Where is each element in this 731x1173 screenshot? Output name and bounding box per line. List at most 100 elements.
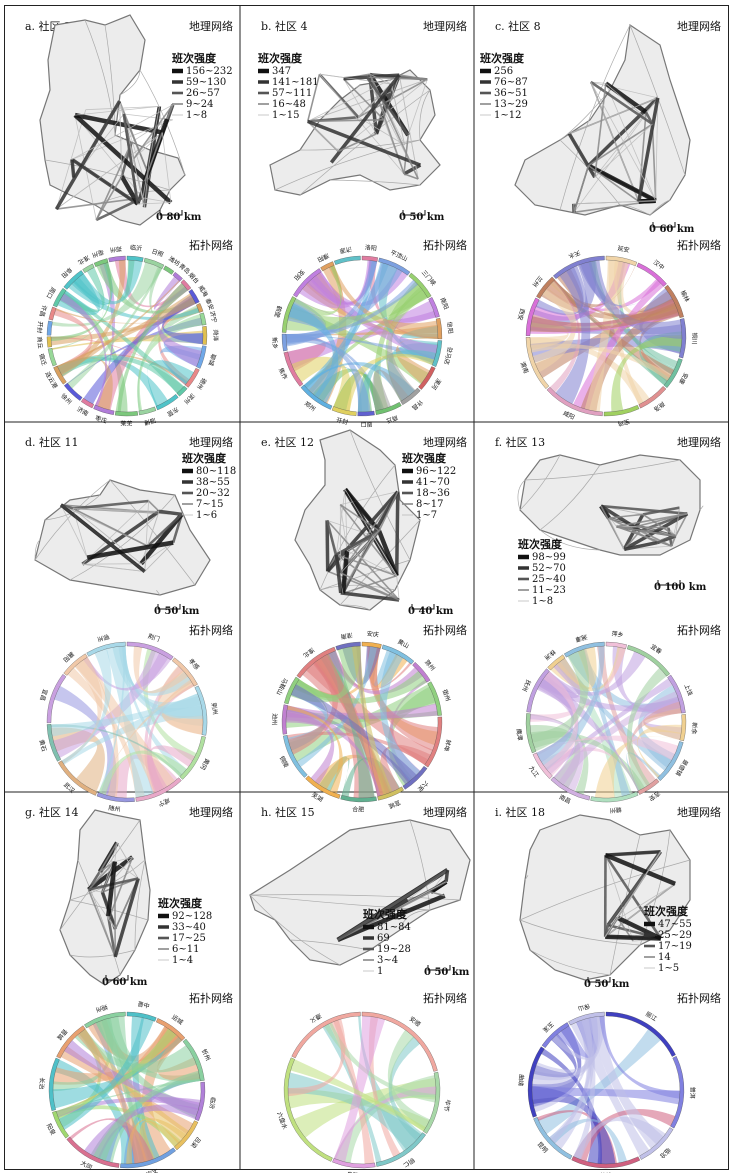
geo-edge: [605, 849, 661, 857]
chord-label: 咸阳: [562, 409, 576, 421]
chord-arc: [126, 641, 174, 661]
chord-ribbon: [289, 645, 361, 703]
geo-edge: [340, 491, 398, 505]
chord-arc: [126, 255, 144, 262]
chord-label: 宜昌: [38, 688, 49, 702]
chord-arc: [424, 716, 443, 768]
chord-ribbon: [60, 656, 103, 765]
geo-edge: [623, 530, 642, 550]
chord-ribbon: [572, 1116, 667, 1161]
chord-label: 咸宁: [157, 796, 171, 808]
geo-edge: [133, 132, 163, 159]
district-boundary: [329, 179, 421, 186]
chord-label: 曲靖: [516, 1074, 525, 1087]
geo-edge: [72, 508, 142, 565]
chord-arc: [375, 401, 402, 415]
chord-ribbon: [296, 645, 378, 768]
chord-arc: [156, 1018, 186, 1041]
geo-edge: [358, 83, 392, 118]
chord-arc: [46, 674, 67, 724]
legend-label: 25~40: [532, 574, 566, 585]
chord-arc: [657, 741, 684, 782]
chord-arc: [194, 685, 208, 736]
chord-ribbon: [51, 1036, 183, 1109]
legend-label: 80~118: [196, 466, 236, 477]
panel-label: i. 社区 18: [495, 805, 545, 819]
legend-label: 1~8: [186, 110, 207, 121]
geo-edge: [605, 83, 657, 201]
legend-label: 19~28: [377, 944, 411, 955]
district-boundary: [299, 139, 421, 151]
chord-ribbon: [531, 1015, 605, 1081]
chord-arc: [108, 255, 126, 263]
geo-network-title: 地理网络: [189, 19, 233, 33]
chord-label: 新乡: [270, 337, 279, 350]
legend-label: 18~36: [416, 488, 450, 499]
chord-ribbon: [611, 335, 684, 413]
chord-label: 商洛: [652, 400, 666, 414]
chord-label: 吉安: [647, 789, 661, 802]
topo-network-title: 拓扑网络: [189, 238, 233, 252]
chord-arc: [546, 386, 603, 417]
geo-network-title: 地理网络: [423, 805, 467, 819]
legend-label: 69: [377, 933, 390, 944]
chord-arc: [84, 1011, 126, 1029]
chord-arc: [637, 778, 660, 795]
geo-edge: [142, 197, 171, 203]
chord-label: 洛阳: [364, 243, 377, 252]
geo-edge: [340, 530, 380, 574]
district-boundary: [34, 539, 41, 561]
chord-ribbon: [285, 705, 381, 798]
geo-edge: [139, 512, 184, 566]
chord-label: 毕节: [442, 1099, 452, 1112]
chord-ribbon: [322, 1022, 382, 1164]
chord-arc: [340, 795, 377, 803]
legend-label: 9~24: [186, 99, 213, 110]
scale-bar: [652, 222, 676, 228]
district-boundary: [524, 875, 529, 881]
legend-label: 17~25: [172, 933, 206, 944]
scale-bar: [159, 210, 183, 216]
chord-label: 晋中: [137, 1000, 150, 1010]
chord-arc: [281, 704, 288, 735]
chord-arc: [334, 255, 361, 265]
geo-edge: [339, 503, 380, 532]
geo-edge: [394, 491, 400, 576]
chord-ribbon: [115, 282, 189, 413]
chord-arc: [56, 1025, 86, 1059]
chord-arc: [639, 1127, 674, 1160]
chord-label: 日照: [151, 248, 165, 259]
chord-arc: [63, 382, 83, 401]
chord-label: 池州: [270, 713, 278, 725]
panel-a: a. 社区 3 地理网络班次强度156~23259~13026~579~241~8…: [25, 14, 233, 428]
chord-ribbon: [92, 1070, 202, 1162]
chord-arc: [179, 736, 206, 780]
chord-arc: [432, 340, 443, 367]
chord-arc: [174, 1120, 199, 1151]
chord-label: 开封: [35, 321, 44, 334]
chord-arc: [638, 386, 667, 409]
legend-title: 班次强度: [363, 907, 408, 921]
chord-arc: [408, 272, 432, 299]
chord-arc: [188, 289, 200, 304]
geo-edge: [95, 141, 133, 221]
geo-edge: [82, 563, 145, 572]
chord-arc: [114, 410, 139, 417]
chord-ribbon: [312, 652, 390, 798]
chord-ribbon: [76, 1028, 148, 1165]
district-boundary: [539, 529, 601, 551]
topo-network-title: 拓扑网络: [423, 238, 467, 252]
chord-label: 濮阳: [316, 251, 330, 263]
chord-arc: [418, 366, 436, 390]
geo-edge: [122, 113, 139, 205]
chord-arc: [636, 262, 667, 287]
geo-edge: [588, 164, 640, 203]
chord-label: 抚州: [520, 678, 532, 692]
chord-ribbon: [531, 280, 577, 373]
scale-label: 0 50 km: [399, 212, 445, 223]
geo-edge: [74, 106, 160, 116]
district-boundary: [69, 899, 149, 921]
chord-label: 晋城: [55, 1027, 68, 1041]
chord-label: 周口: [44, 286, 56, 300]
